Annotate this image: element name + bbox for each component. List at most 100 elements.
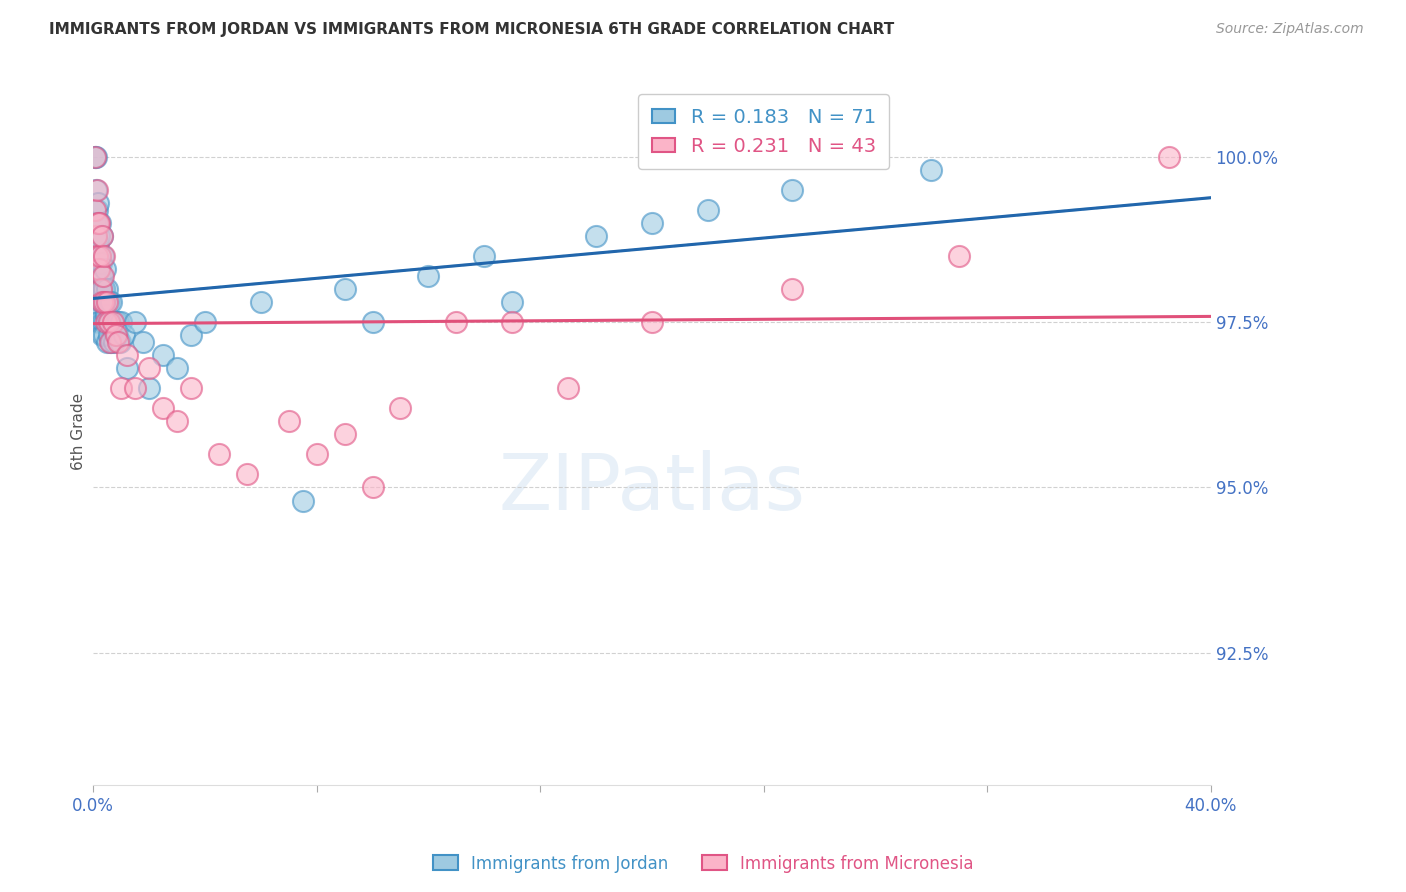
Point [90, 229, 112, 244]
Point [249, 295, 271, 310]
Point [115, 361, 138, 376]
Point [91, 295, 114, 310]
Point [90, 282, 112, 296]
Point [96, 295, 118, 310]
Point [305, 447, 328, 461]
Point [107, 315, 129, 329]
Point [91, 268, 114, 283]
Point [97, 295, 120, 310]
Point [89, 268, 111, 283]
Point [138, 381, 160, 395]
Point [93, 282, 115, 296]
Point [86, 249, 108, 263]
Point [87, 262, 110, 277]
Point [93, 249, 115, 263]
Point [93, 295, 115, 310]
Legend: Immigrants from Jordan, Immigrants from Micronesia: Immigrants from Jordan, Immigrants from … [426, 848, 980, 880]
Point [472, 249, 495, 263]
Point [83, 268, 105, 283]
Point [84, 150, 107, 164]
Point [104, 315, 127, 329]
Point [112, 328, 135, 343]
Point [100, 295, 122, 310]
Point [780, 183, 803, 197]
Point [91, 249, 114, 263]
Point [86, 183, 108, 197]
Point [86, 216, 108, 230]
Point [98, 315, 121, 329]
Point [84, 202, 107, 217]
Point [87, 196, 110, 211]
Point [87, 216, 110, 230]
Point [96, 282, 118, 296]
Point [152, 348, 174, 362]
Point [389, 401, 412, 415]
Text: IMMIGRANTS FROM JORDAN VS IMMIGRANTS FROM MICRONESIA 6TH GRADE CORRELATION CHART: IMMIGRANTS FROM JORDAN VS IMMIGRANTS FRO… [49, 22, 894, 37]
Point [84, 183, 107, 197]
Point [948, 249, 970, 263]
Point [166, 361, 188, 376]
Point [97, 315, 120, 329]
Point [501, 315, 523, 329]
Text: ZIPatlas: ZIPatlas [498, 450, 806, 525]
Point [89, 315, 111, 329]
Point [98, 328, 121, 343]
Point [97, 315, 120, 329]
Point [87, 235, 110, 250]
Point [361, 480, 384, 494]
Point [333, 427, 356, 442]
Point [110, 381, 132, 395]
Point [84, 295, 107, 310]
Point [920, 163, 942, 178]
Point [115, 348, 138, 362]
Point [89, 249, 111, 263]
Point [101, 315, 124, 329]
Point [180, 328, 202, 343]
Point [291, 493, 314, 508]
Point [96, 334, 118, 349]
Point [91, 268, 114, 283]
Point [277, 414, 299, 428]
Point [418, 268, 440, 283]
Point [89, 216, 111, 230]
Point [104, 328, 127, 343]
Point [107, 334, 129, 349]
Point [780, 282, 803, 296]
Point [361, 315, 384, 329]
Point [90, 282, 112, 296]
Point [93, 282, 115, 296]
Point [105, 328, 128, 343]
Point [641, 216, 664, 230]
Point [108, 334, 131, 349]
Point [91, 295, 114, 310]
Legend: R = 0.183   N = 71, R = 0.231   N = 43: R = 0.183 N = 71, R = 0.231 N = 43 [638, 95, 889, 169]
Point [84, 150, 107, 164]
Point [86, 249, 108, 263]
Point [166, 414, 188, 428]
Point [124, 381, 146, 395]
Point [90, 255, 112, 269]
Point [180, 381, 202, 395]
Point [94, 295, 117, 310]
Point [96, 315, 118, 329]
Point [501, 295, 523, 310]
Point [87, 229, 110, 244]
Point [87, 282, 110, 296]
Point [101, 321, 124, 335]
Point [110, 315, 132, 329]
Point [90, 229, 112, 244]
Point [90, 295, 112, 310]
Point [333, 282, 356, 296]
Point [194, 315, 217, 329]
Y-axis label: 6th Grade: 6th Grade [72, 392, 86, 470]
Point [83, 150, 105, 164]
Point [94, 309, 117, 323]
Text: Source: ZipAtlas.com: Source: ZipAtlas.com [1216, 22, 1364, 37]
Point [93, 328, 115, 343]
Point [91, 328, 114, 343]
Point [84, 229, 107, 244]
Point [94, 262, 117, 277]
Point [100, 334, 122, 349]
Point [86, 262, 108, 277]
Point [208, 447, 231, 461]
